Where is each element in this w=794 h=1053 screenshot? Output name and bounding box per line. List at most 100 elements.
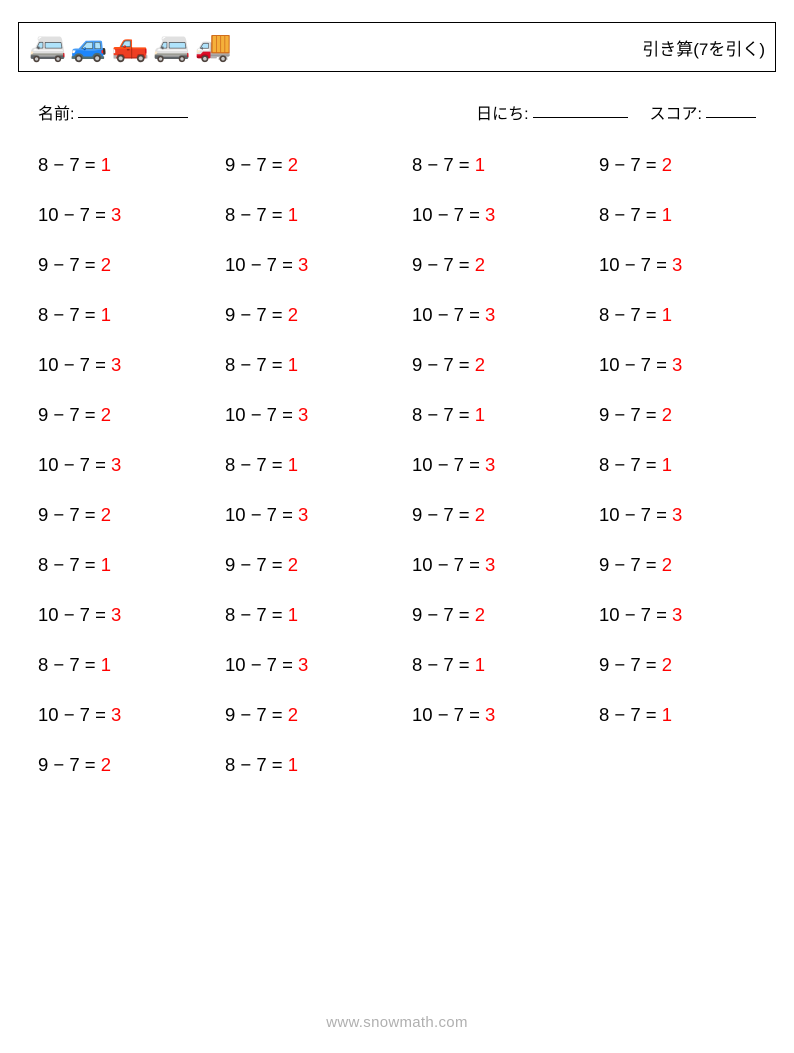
- problem-cell: 9 − 7 = 2: [589, 654, 766, 676]
- problem-expression: 10 − 7 =: [225, 404, 298, 425]
- problem-expression: 10 − 7 =: [225, 654, 298, 675]
- problem-expression: 9 − 7 =: [599, 404, 662, 425]
- problem-expression: 10 − 7 =: [599, 254, 672, 275]
- problem-answer: 1: [288, 454, 298, 475]
- problem-cell: 8 − 7 = 1: [402, 404, 579, 426]
- problem-expression: 9 − 7 =: [38, 504, 101, 525]
- problem-cell: 8 − 7 = 1: [402, 654, 579, 676]
- problem-expression: 8 − 7 =: [225, 604, 288, 625]
- problem-expression: 8 − 7 =: [225, 354, 288, 375]
- vehicle-icons: 🚐 🚙 🛻 🚐 🚚: [29, 32, 232, 62]
- problem-cell: 10 − 7 = 3: [215, 254, 392, 276]
- problem-expression: 8 − 7 =: [225, 754, 288, 775]
- problem-answer: 1: [475, 154, 485, 175]
- problem-cell: 9 − 7 = 2: [215, 304, 392, 326]
- problem-expression: 10 − 7 =: [225, 504, 298, 525]
- problem-answer: 2: [662, 554, 672, 575]
- problem-expression: 8 − 7 =: [38, 154, 101, 175]
- problem-answer: 1: [101, 304, 111, 325]
- problem-expression: 10 − 7 =: [38, 354, 111, 375]
- problem-cell: 8 − 7 = 1: [589, 704, 766, 726]
- problem-cell: 10 − 7 = 3: [28, 604, 205, 626]
- problem-answer: 3: [672, 254, 682, 275]
- problem-expression: 10 − 7 =: [412, 304, 485, 325]
- problem-expression: 8 − 7 =: [599, 704, 662, 725]
- problem-answer: 3: [298, 504, 308, 525]
- problem-answer: 3: [111, 454, 121, 475]
- problem-answer: 3: [485, 454, 495, 475]
- problem-cell: 9 − 7 = 2: [402, 354, 579, 376]
- problem-answer: 2: [475, 504, 485, 525]
- problem-cell: 9 − 7 = 2: [28, 404, 205, 426]
- date-label: 日にち:: [476, 100, 528, 124]
- problem-answer: 1: [662, 204, 672, 225]
- problem-answer: 2: [101, 404, 111, 425]
- problem-cell: 8 − 7 = 1: [215, 754, 392, 776]
- problem-cell: 9 − 7 = 2: [589, 154, 766, 176]
- problem-cell: 9 − 7 = 2: [215, 704, 392, 726]
- problem-cell: 10 − 7 = 3: [402, 204, 579, 226]
- problem-answer: 2: [475, 604, 485, 625]
- header-box: 🚐 🚙 🛻 🚐 🚚 引き算(7を引く): [18, 22, 776, 72]
- problem-answer: 2: [101, 754, 111, 775]
- problem-cell: 8 − 7 = 1: [402, 154, 579, 176]
- name-label: 名前:: [38, 100, 74, 124]
- problem-cell: 10 − 7 = 3: [215, 654, 392, 676]
- problem-cell: 9 − 7 = 2: [28, 254, 205, 276]
- name-blank: [78, 100, 188, 118]
- problem-expression: 8 − 7 =: [599, 204, 662, 225]
- problem-expression: 10 − 7 =: [599, 504, 672, 525]
- problem-answer: 1: [288, 354, 298, 375]
- problem-cell: 10 − 7 = 3: [589, 504, 766, 526]
- problem-expression: 9 − 7 =: [412, 604, 475, 625]
- problem-cell: 10 − 7 = 3: [589, 254, 766, 276]
- problem-answer: 3: [298, 254, 308, 275]
- problem-cell: 8 − 7 = 1: [28, 654, 205, 676]
- problem-answer: 2: [101, 504, 111, 525]
- problem-expression: 10 − 7 =: [412, 204, 485, 225]
- problem-expression: 9 − 7 =: [412, 254, 475, 275]
- problem-expression: 10 − 7 =: [38, 454, 111, 475]
- problem-cell: [589, 754, 766, 776]
- problem-cell: 10 − 7 = 3: [402, 554, 579, 576]
- problem-cell: 10 − 7 = 3: [215, 504, 392, 526]
- vehicle-icon: 🚚: [194, 32, 231, 62]
- problem-expression: 9 − 7 =: [225, 154, 288, 175]
- vehicle-icon: 🚐: [153, 32, 190, 62]
- score-label: スコア:: [650, 100, 702, 124]
- problem-cell: 9 − 7 = 2: [28, 754, 205, 776]
- problem-cell: 10 − 7 = 3: [28, 204, 205, 226]
- vehicle-icon: 🚙: [70, 32, 107, 62]
- problem-cell: 10 − 7 = 3: [402, 304, 579, 326]
- problem-answer: 1: [288, 754, 298, 775]
- problem-answer: 2: [662, 404, 672, 425]
- problem-cell: [402, 754, 579, 776]
- problem-cell: 8 − 7 = 1: [215, 354, 392, 376]
- problem-answer: 1: [288, 204, 298, 225]
- problem-cell: 10 − 7 = 3: [28, 354, 205, 376]
- problem-cell: 9 − 7 = 2: [589, 554, 766, 576]
- problem-answer: 1: [101, 654, 111, 675]
- problem-answer: 3: [672, 354, 682, 375]
- problem-expression: 10 − 7 =: [599, 354, 672, 375]
- problem-expression: 8 − 7 =: [412, 154, 475, 175]
- problem-expression: 10 − 7 =: [225, 254, 298, 275]
- problem-answer: 2: [662, 654, 672, 675]
- problems-grid: 8 − 7 = 1 9 − 7 = 2 8 − 7 = 1 9 − 7 = 2 10 −…: [28, 154, 766, 776]
- problem-answer: 3: [298, 404, 308, 425]
- problem-cell: 9 − 7 = 2: [28, 504, 205, 526]
- problem-answer: 3: [485, 554, 495, 575]
- problem-cell: 9 − 7 = 2: [402, 254, 579, 276]
- problem-expression: 8 − 7 =: [599, 304, 662, 325]
- problem-expression: 8 − 7 =: [38, 554, 101, 575]
- problem-answer: 3: [485, 204, 495, 225]
- problem-answer: 2: [475, 254, 485, 275]
- problem-cell: 8 − 7 = 1: [589, 304, 766, 326]
- worksheet-title: 引き算(7を引く): [642, 35, 765, 60]
- problem-cell: 10 − 7 = 3: [28, 454, 205, 476]
- problem-answer: 2: [475, 354, 485, 375]
- info-row: 名前: 日にち: スコア:: [38, 100, 756, 124]
- problem-cell: 8 − 7 = 1: [28, 554, 205, 576]
- problem-expression: 8 − 7 =: [225, 204, 288, 225]
- problem-cell: 10 − 7 = 3: [402, 454, 579, 476]
